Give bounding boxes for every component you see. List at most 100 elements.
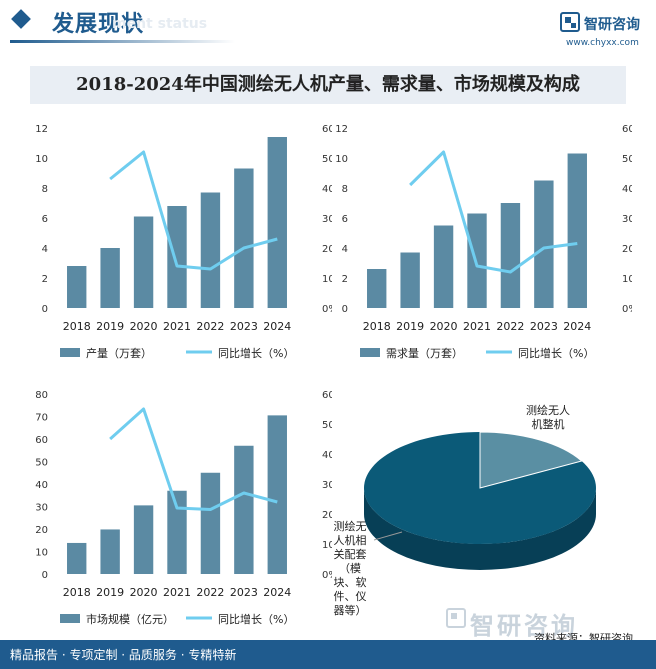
- x-tick-label: 2023: [230, 586, 258, 599]
- x-tick-label: 2019: [96, 586, 124, 599]
- y2-tick-label: 40%: [622, 184, 632, 195]
- y2-tick-label: 0%: [622, 304, 632, 315]
- y2-tick-label: 60%: [322, 124, 332, 135]
- pie-label-accessories: 人机相: [334, 533, 367, 547]
- x-tick-label: 2019: [96, 320, 124, 333]
- bar: [133, 216, 154, 308]
- y2-tick-label: 50%: [322, 154, 332, 165]
- legend-line-label: 同比增长（%）: [518, 346, 594, 360]
- y-tick-label: 0: [42, 304, 48, 315]
- legend-line-label: 同比增长（%）: [218, 346, 294, 360]
- bar: [167, 206, 187, 308]
- y2-tick-label: 30%: [322, 214, 332, 225]
- x-tick-label: 2022: [196, 586, 224, 599]
- title-underline: [10, 40, 235, 43]
- y-tick-label: 10: [35, 154, 48, 165]
- brand-logo: 智研咨询 www.chyxx.com: [560, 12, 650, 52]
- y2-tick-label: 10%: [322, 274, 332, 285]
- bar: [267, 415, 287, 574]
- y-tick-label: 10: [335, 154, 348, 165]
- pie-label-accessories: 器等）: [334, 603, 367, 617]
- production-chart: 0 2 4 6 8 10 12 0% 10% 20% 30% 40% 50% 60% 2018 2019 202…: [35, 124, 332, 360]
- x-tick-label: 2024: [563, 320, 591, 333]
- x-tick-label: 2020: [130, 586, 158, 599]
- bar: [267, 137, 287, 308]
- x-tick-label: 2021: [163, 586, 191, 599]
- pie-label-accessories: 测绘无: [334, 519, 367, 533]
- pie-label-complete-machine: 机整机: [532, 417, 565, 431]
- section-subtitle: ment status: [112, 16, 208, 32]
- logo-icon: [560, 12, 580, 32]
- x-tick-label: 2018: [363, 320, 391, 333]
- y2-tick-label: 50%: [322, 420, 332, 431]
- y2-tick-label: 10%: [622, 274, 632, 285]
- y-tick-label: 0: [342, 304, 348, 315]
- bar: [500, 203, 521, 308]
- growth-line: [109, 150, 278, 271]
- x-tick-label: 2022: [196, 320, 224, 333]
- y2-tick-label: 30%: [622, 214, 632, 225]
- y-tick-label: 12: [335, 124, 348, 135]
- x-tick-label: 2022: [496, 320, 524, 333]
- x-tick-label: 2023: [530, 320, 558, 333]
- demand-chart: 0 2 4 6 8 10 12 0% 10% 20% 30% 40% 50% 60% 2018 2019 202…: [335, 124, 632, 360]
- x-tick-label: 2024: [263, 320, 291, 333]
- y-tick-label: 50: [35, 458, 48, 469]
- bar: [67, 266, 87, 308]
- x-tick-label: 2023: [230, 320, 258, 333]
- pie-leader-line: [373, 531, 403, 541]
- y-tick-label: 12: [35, 124, 48, 135]
- section-title: 发展现状: [52, 12, 145, 37]
- bar: [367, 269, 387, 308]
- y-tick-label: 8: [342, 184, 348, 195]
- y2-tick-label: 60%: [322, 390, 332, 401]
- watermark-text: 智研咨询: [470, 612, 578, 640]
- y2-tick-label: 20%: [322, 510, 332, 521]
- pie-label-accessories: 关配套: [334, 547, 367, 561]
- growth-line: [109, 407, 278, 511]
- y2-tick-label: 50%: [622, 154, 632, 165]
- bar: [234, 168, 254, 308]
- chart-title-bar: 2018-2024年中国测绘无人机产量、需求量、市场规模及构成: [30, 66, 626, 104]
- pie-slice-complete-machine: [479, 431, 583, 489]
- x-tick-label: 2021: [163, 320, 191, 333]
- legend-bar-label: 产量（万套）: [86, 346, 152, 360]
- y-tick-label: 4: [342, 244, 348, 255]
- y-tick-label: 70: [35, 413, 48, 424]
- x-tick-label: 2020: [430, 320, 458, 333]
- bar: [100, 248, 120, 308]
- y-tick-label: 2: [42, 274, 48, 285]
- y-tick-label: 8: [42, 184, 48, 195]
- legend-bar-label: 需求量（万套）: [386, 347, 463, 360]
- page-header: 发展现状 ment status: [0, 0, 656, 52]
- y-tick-label: 6: [342, 214, 348, 225]
- x-tick-label: 2024: [263, 586, 291, 599]
- bar: [433, 225, 454, 308]
- y-tick-label: 80: [35, 390, 48, 401]
- logo-name: 智研咨询: [584, 17, 640, 33]
- x-tick-label: 2018: [63, 586, 91, 599]
- x-tick-label: 2018: [63, 320, 91, 333]
- pie-label-accessories: 块、软: [334, 575, 367, 589]
- y-tick-label: 6: [42, 214, 48, 225]
- legend-bar-label: 市场规模（亿元）: [86, 612, 174, 626]
- y2-tick-label: 20%: [322, 244, 332, 255]
- y2-tick-label: 0%: [322, 304, 332, 315]
- y2-tick-label: 10%: [322, 540, 332, 551]
- bar: [67, 542, 87, 574]
- y2-tick-label: 0%: [322, 570, 332, 581]
- pie-label-accessories: 件、仪: [334, 590, 367, 603]
- y-tick-label: 30: [35, 503, 48, 514]
- y-tick-label: 40: [35, 480, 48, 491]
- bar: [100, 529, 120, 574]
- y-tick-label: 0: [42, 570, 48, 581]
- x-tick-label: 2021: [463, 320, 491, 333]
- bar: [133, 505, 154, 574]
- growth-line: [409, 150, 578, 274]
- y2-tick-label: 20%: [622, 244, 632, 255]
- x-tick-label: 2020: [130, 320, 158, 333]
- y2-tick-label: 60%: [622, 124, 632, 135]
- watermark-logo-icon: [446, 608, 466, 628]
- y2-tick-label: 40%: [322, 184, 332, 195]
- y-tick-label: 60: [35, 435, 48, 446]
